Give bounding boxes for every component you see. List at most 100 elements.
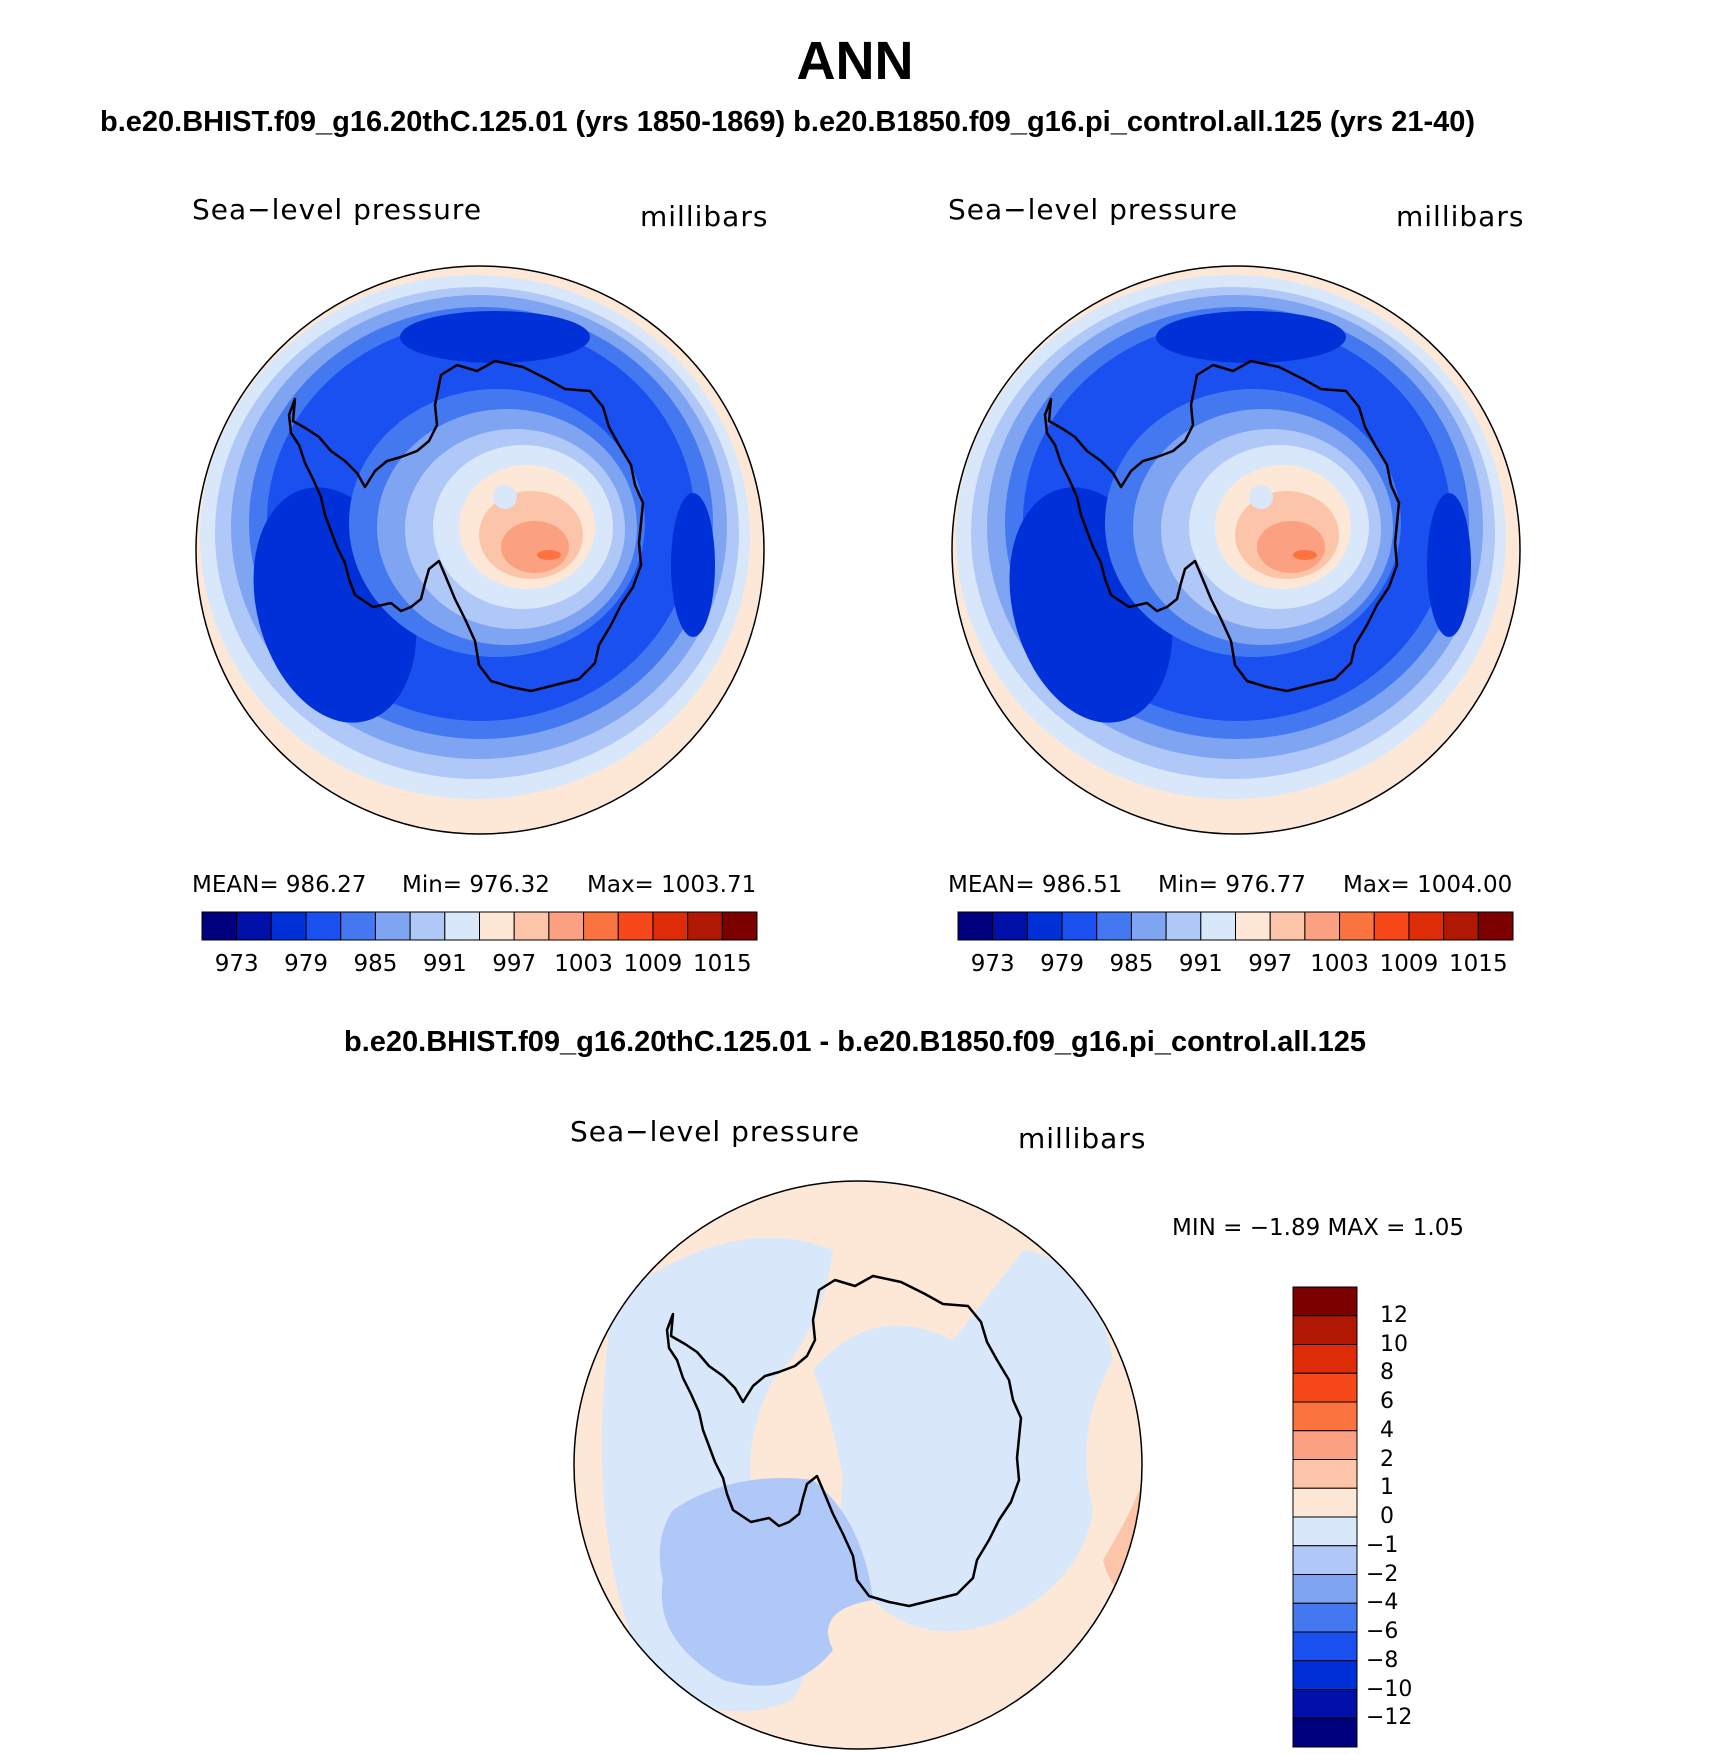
panel1-colorbar-swatch xyxy=(479,911,515,941)
panel1-colorbar-tick-label: 997 xyxy=(492,951,537,977)
panel1-variable-label: Sea−level pressure xyxy=(192,193,483,226)
panel1-map-border xyxy=(195,265,765,835)
diff-colorbar-swatch xyxy=(1292,1574,1358,1604)
panel2-colorbar-swatch xyxy=(1408,911,1445,941)
diff-colorbar-tick-label: 2 xyxy=(1380,1446,1394,1472)
panel1-max: Max= 1003.71 xyxy=(587,872,757,898)
panel1-colorbar-tick-label: 1009 xyxy=(623,951,683,977)
panel1-colorbar-tick-label: 985 xyxy=(353,951,398,977)
panel1-colorbar-swatch xyxy=(201,911,238,941)
panel1-low-east xyxy=(671,493,715,637)
panel1-colorbar-swatch xyxy=(548,911,585,941)
diff-colorbar-tick-label: 6 xyxy=(1380,1389,1394,1414)
diff-colorbar-tick-label: −10 xyxy=(1366,1676,1413,1702)
diff-variable-label: Sea−level pressure xyxy=(570,1115,861,1148)
panel1-colorbar-swatch xyxy=(513,911,550,941)
diff-colorbar-tick-label: −12 xyxy=(1366,1705,1413,1731)
panel2-colorbar-swatch xyxy=(1165,911,1202,941)
panel2-variable-label: Sea−level pressure xyxy=(948,193,1239,226)
diff-colorbar-tick-label: 8 xyxy=(1380,1360,1394,1386)
diff-colorbar-swatch xyxy=(1292,1430,1358,1460)
panel2-colorbar-swatch xyxy=(1026,911,1063,941)
diff-colorbar-swatch xyxy=(1292,1344,1358,1374)
diff-min-max: MIN = −1.89 MAX = 1.05 xyxy=(1172,1215,1464,1241)
panel1-colorbar-swatch xyxy=(617,911,654,941)
panel1-colorbar-swatch xyxy=(687,911,723,941)
panel2-low-north xyxy=(1156,311,1346,363)
panel2-colorbar-tick-label: 1003 xyxy=(1310,951,1369,977)
diff-colorbar-tick-label: 10 xyxy=(1380,1331,1408,1357)
panel1-colorbar-swatch xyxy=(583,911,619,941)
panel2-colorbar-swatch xyxy=(1235,911,1271,941)
panel2-colorbar-swatch xyxy=(1443,911,1479,941)
panel1-colorbar-tick-label: 973 xyxy=(214,951,259,977)
diff-colorbar-tick-label: 4 xyxy=(1380,1417,1394,1443)
diff-colorbar-swatch xyxy=(1292,1372,1358,1403)
panel2-max: Max= 1004.00 xyxy=(1343,872,1513,898)
diff-colorbar-tick-label: 1 xyxy=(1380,1475,1394,1501)
diff-colorbar-tick-label: −1 xyxy=(1366,1532,1399,1558)
diff-colorbar-swatch xyxy=(1292,1689,1358,1719)
panel1-colorbar-swatch xyxy=(721,911,758,941)
diff-colorbar-swatch xyxy=(1292,1602,1358,1633)
panel2-min: Min= 976.77 xyxy=(1158,872,1306,898)
panel2-colorbar-swatch xyxy=(1304,911,1341,941)
panel1-colorbar-tick-label: 1015 xyxy=(693,951,752,977)
difference-polar-map xyxy=(573,1180,1143,1750)
panel1-colorbar-swatch xyxy=(409,911,446,941)
panel2-colorbar-swatch xyxy=(957,911,994,941)
panel1-colorbar-swatch xyxy=(305,911,342,941)
panel1-units-label: millibars xyxy=(640,200,769,233)
panel1-min: Min= 976.32 xyxy=(402,872,550,898)
panel1-colorbar-swatch xyxy=(236,911,272,941)
diff-colorbar-tick-label: −2 xyxy=(1366,1561,1399,1587)
diff-colorbar-tick-label: −8 xyxy=(1366,1647,1399,1673)
diff-colorbar-swatch xyxy=(1292,1545,1358,1575)
panel1-low-north xyxy=(400,311,590,363)
panel2-high-4 xyxy=(1293,550,1317,560)
case-subtitle: b.e20.BHIST.f09_g16.20thC.125.01 (yrs 18… xyxy=(100,106,1476,138)
diff-colorbar-tick-label: 0 xyxy=(1380,1504,1394,1529)
diff-colorbar-swatch xyxy=(1292,1516,1358,1547)
panel2-antarctica-coastline xyxy=(1043,359,1401,693)
page-title: ANN xyxy=(796,31,914,91)
panel1-colorbar-tick-label: 1003 xyxy=(554,951,613,977)
panel2-colorbar-tick-label: 985 xyxy=(1109,951,1154,977)
panel1-colorbar-swatch xyxy=(652,911,689,941)
panel1-colorbar-swatch xyxy=(270,911,307,941)
panel2-colorbar-swatch xyxy=(1269,911,1306,941)
diff-map-border xyxy=(573,1180,1143,1750)
panel2-colorbar-swatch xyxy=(1061,911,1098,941)
panel2-colorbar-swatch xyxy=(1130,911,1167,941)
panel2-colorbar-tick-label: 997 xyxy=(1248,951,1293,977)
panel2-mean: MEAN= 986.51 xyxy=(948,872,1123,898)
panel2-colorbar-swatch xyxy=(1373,911,1410,941)
panel2-map-border xyxy=(951,265,1521,835)
panel1-colorbar-swatch xyxy=(340,911,376,941)
difference-title: b.e20.BHIST.f09_g16.20thC.125.01 - b.e20… xyxy=(344,1026,1366,1058)
diff-band-negative-2 xyxy=(659,1478,873,1686)
panel1-antarctica-coastline xyxy=(287,359,645,693)
panel1-high-dip xyxy=(493,485,517,509)
diff-colorbar-swatch xyxy=(1292,1631,1358,1662)
diff-band-negative-east xyxy=(813,1250,1113,1632)
panel1-polar-map xyxy=(195,265,765,835)
panel2-colorbar-swatch xyxy=(1477,911,1514,941)
diff-colorbar-swatch xyxy=(1292,1401,1358,1432)
diff-colorbar-tick-label: −4 xyxy=(1366,1590,1399,1616)
panel1-high-3 xyxy=(501,521,569,573)
panel2-low-east xyxy=(1427,493,1471,637)
panel1-colorbar-tick-label: 979 xyxy=(284,951,329,977)
diff-colorbar-tick-label: 12 xyxy=(1380,1302,1408,1328)
panel2-colorbar-tick-label: 979 xyxy=(1040,951,1085,977)
panel2-colorbar-tick-label: 973 xyxy=(970,951,1015,977)
diff-colorbar-swatch xyxy=(1292,1286,1358,1317)
panel2-high-3 xyxy=(1257,521,1325,573)
panel1-colorbar xyxy=(201,911,758,941)
panel2-colorbar-swatch xyxy=(1096,911,1132,941)
panel2-units-label: millibars xyxy=(1396,200,1525,233)
diff-colorbar-swatch xyxy=(1292,1459,1358,1489)
diff-units-label: millibars xyxy=(1018,1122,1147,1155)
panel2-colorbar-swatch xyxy=(1339,911,1375,941)
difference-colorbar xyxy=(1292,1286,1358,1748)
